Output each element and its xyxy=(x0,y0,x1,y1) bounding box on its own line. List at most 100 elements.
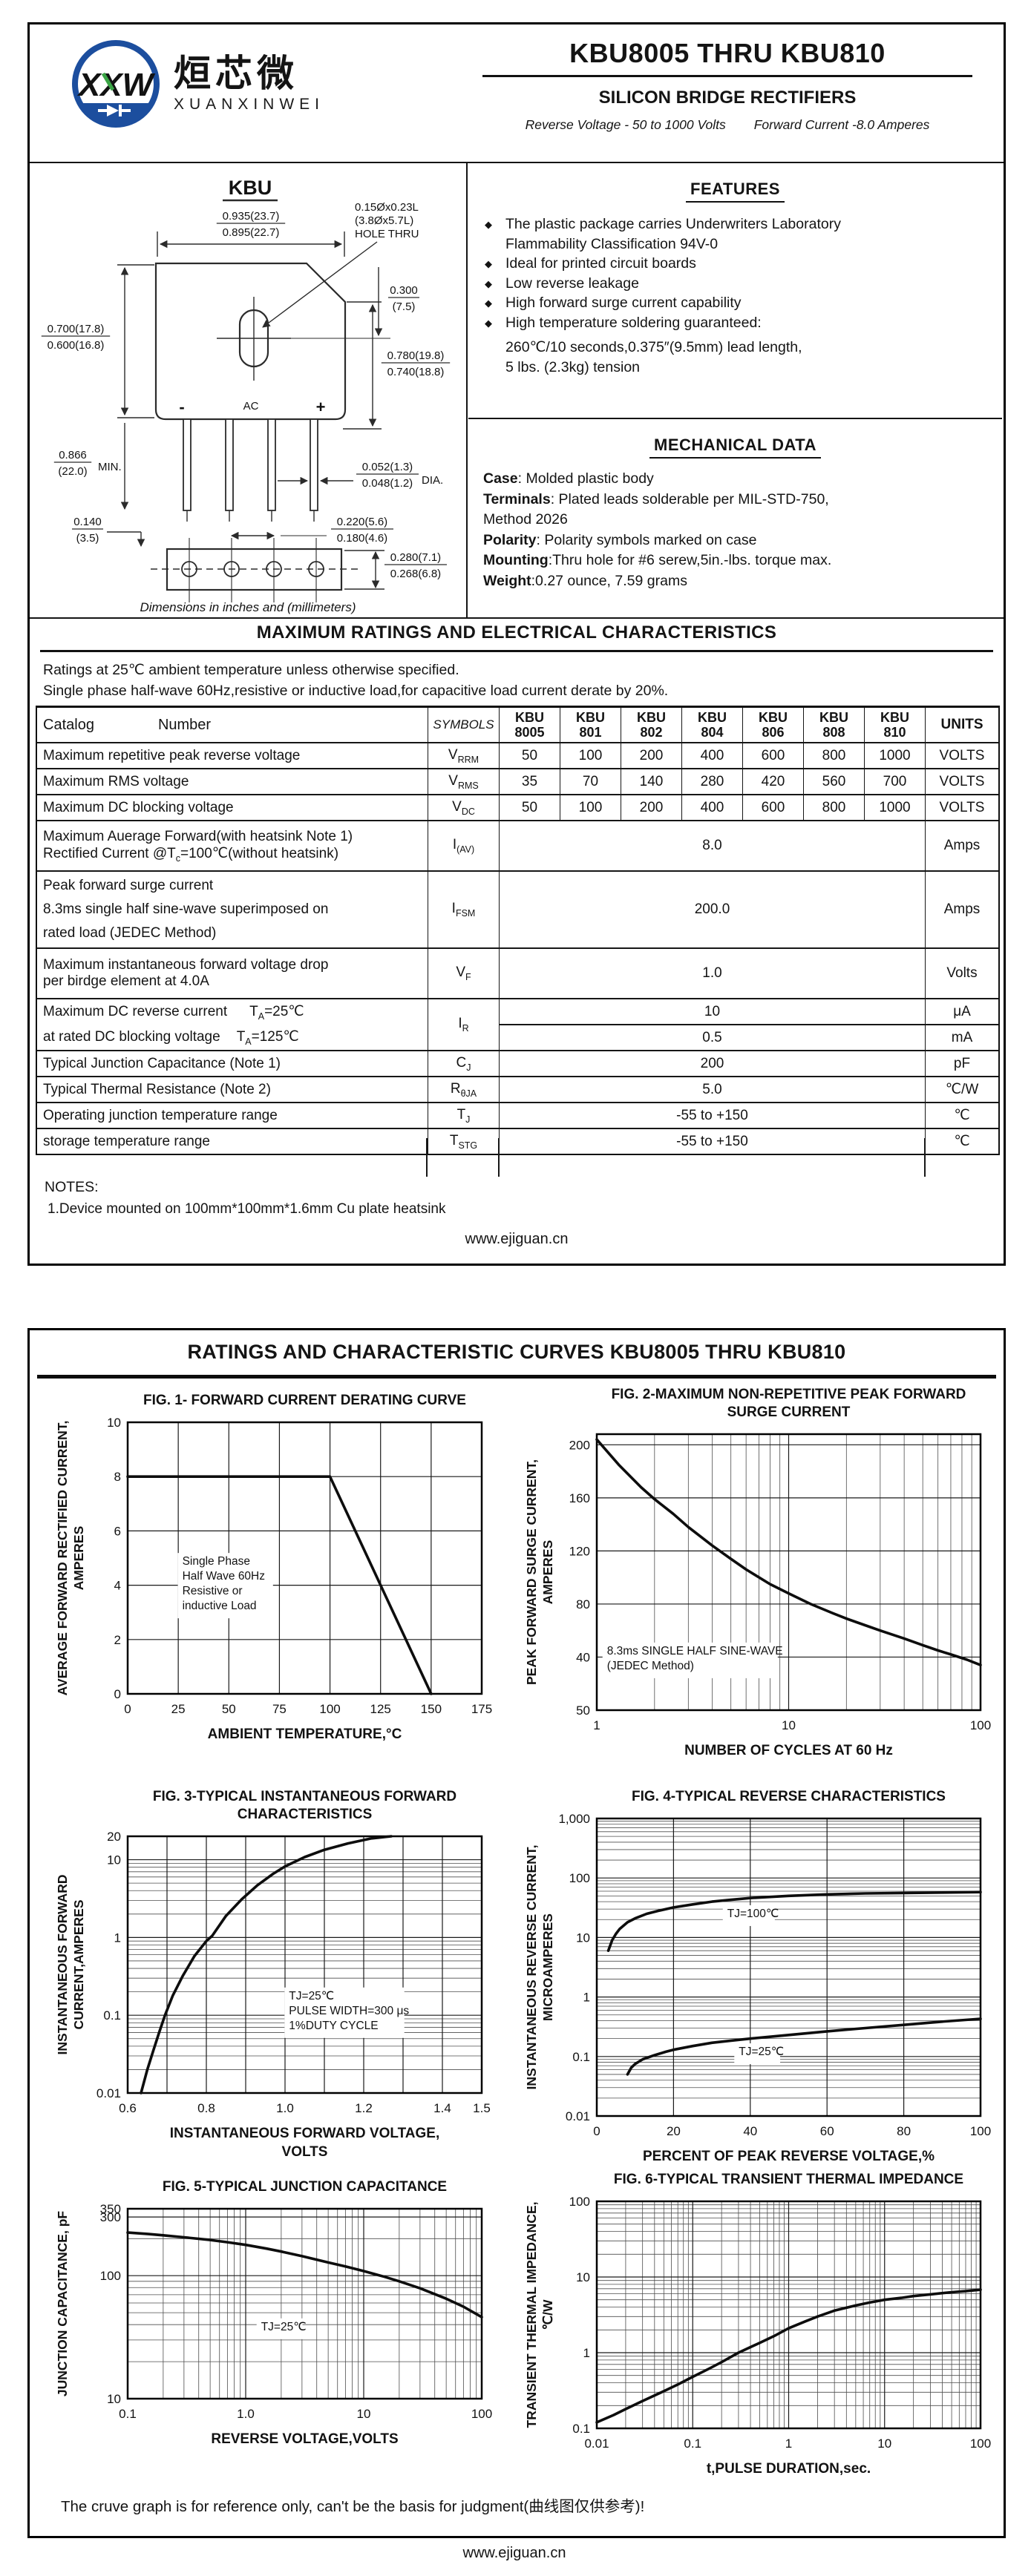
units-cell: VOLTS xyxy=(925,795,998,820)
units-cell: Amps xyxy=(925,872,998,947)
value-cell: 10 xyxy=(499,999,925,1024)
y-axis-label: AMPERES xyxy=(540,1540,555,1605)
y-tick-label: 2 xyxy=(114,1633,121,1647)
chart-title: FIG. 6-TYPICAL TRANSIENT THERMAL IMPEDAN… xyxy=(614,2172,963,2187)
svg-text:0.220(5.6): 0.220(5.6) xyxy=(337,516,387,528)
ratings-rule xyxy=(40,650,993,652)
header-title-block: KBU8005 THRU KBU810 SILICON BRIDGE RECTI… xyxy=(453,38,1002,133)
mechanical-data-section: MECHANICAL DATA Case: Molded plastic bod… xyxy=(468,419,1002,617)
symbol-cell: RθJA xyxy=(428,1077,499,1102)
param-cell: storage temperature range xyxy=(43,1133,210,1149)
split-value-cell: 10 μA 0.5 mA xyxy=(499,999,998,1050)
symbol-cell: VRRM xyxy=(428,743,499,768)
chart-annotation: Resistive or xyxy=(183,1585,243,1597)
x-tick-label: 20 xyxy=(667,2124,681,2138)
y-axis-label: ℃/W xyxy=(540,2299,555,2330)
symbol-cell: TSTG xyxy=(428,1129,499,1154)
value-cell: 280 xyxy=(681,769,742,794)
x-tick-label: 0.8 xyxy=(197,2101,215,2115)
chart-annotation: TJ=25℃ xyxy=(289,1990,334,2002)
param-cell: Typical Junction Capacitance (Note 1) xyxy=(43,1055,281,1071)
x-tick-label: 1 xyxy=(785,2437,792,2451)
value-cell: 800 xyxy=(803,743,864,768)
svg-text:0.180(4.6): 0.180(4.6) xyxy=(337,532,387,545)
chart-title: SURGE CURRENT xyxy=(727,1404,851,1420)
header-divider xyxy=(30,162,1004,164)
value-cell: 400 xyxy=(681,795,742,820)
fig4-reverse-characteristics-chart: FIG. 4-TYPICAL REVERSE CHARACTERISTICS 0.… xyxy=(520,1786,998,2179)
y-axis-label: CURRENT,AMPERES xyxy=(71,1899,86,2029)
y-tick-label: 160 xyxy=(569,1491,590,1505)
logo-band xyxy=(79,103,153,128)
svg-text:0.700(17.8): 0.700(17.8) xyxy=(48,323,105,335)
y-tick-label: 6 xyxy=(114,1524,121,1538)
mechanical-line: Polarity: Polarity symbols marked on cas… xyxy=(483,531,757,548)
company-logo: XXW 烜芯微 XUANXINWEI xyxy=(68,36,324,131)
condition-line-2: Single phase half-wave 60Hz,resistive or… xyxy=(43,683,669,699)
units-cell: μA xyxy=(925,999,998,1024)
feature-item: ◆ High temperature soldering guaranteed: xyxy=(485,313,1002,333)
part-number-header-cell: KBU 8005 xyxy=(499,708,560,742)
x-tick-label: 1 xyxy=(593,1718,600,1732)
tagline-reverse-voltage: Reverse Voltage - 50 to 1000 Volts xyxy=(525,116,726,132)
fig5-junction-capacitance-chart: FIG. 5-TYPICAL JUNCTION CAPACITANCE 10 100… xyxy=(50,2176,500,2462)
x-tick-label: 0.1 xyxy=(119,2407,137,2421)
fig6-transient-thermal-impedance-chart: FIG. 6-TYPICAL TRANSIENT THERMAL IMPEDAN… xyxy=(520,2169,998,2491)
units-cell: pF xyxy=(925,1051,998,1076)
x-tick-label: 25 xyxy=(171,1702,186,1716)
svg-text:MIN.: MIN. xyxy=(98,461,122,473)
svg-text:0.935(23.7): 0.935(23.7) xyxy=(223,210,280,223)
footer-url-page1: www.ejiguan.cn xyxy=(465,1231,569,1247)
diamond-bullet-icon: ◆ xyxy=(485,258,492,269)
y-tick-label: 10 xyxy=(576,1931,590,1945)
table-row: storage temperature range TSTG -55 to +150… xyxy=(37,1129,998,1154)
value-cell: 50 xyxy=(499,743,560,768)
title-rule xyxy=(482,75,972,77)
fig4-svg: FIG. 4-TYPICAL REVERSE CHARACTERISTICS 0.… xyxy=(524,1789,991,2164)
part-number-header-cell: KBU 808 xyxy=(803,708,864,742)
mechanical-line: Terminals: Plated leads solderable per M… xyxy=(483,490,829,507)
table-row: Maximum RMS voltage VRMS 35 70 140 280 420 560 7… xyxy=(37,769,998,795)
value-cell: 200 xyxy=(621,743,681,768)
chart-annotation: 8.3ms SINGLE HALF SINE-WAVE xyxy=(607,1645,783,1657)
y-axis-label: INSTANTANEOUS FORWARD xyxy=(55,1874,70,2054)
param-cell: Maximum RMS voltage xyxy=(43,773,189,789)
param-cell: Typical Thermal Resistance (Note 2) xyxy=(43,1081,271,1097)
svg-text:0.048(1.2): 0.048(1.2) xyxy=(362,477,413,490)
x-tick-label: 0.6 xyxy=(119,2101,137,2115)
feature-item: ◆ Low reverse leakage xyxy=(485,274,1002,294)
param-cell: Operating junction temperature range xyxy=(43,1107,278,1123)
value-cell: 700 xyxy=(864,769,925,794)
param-cell: Maximum Auerage Forward(with heatsink No… xyxy=(43,828,353,864)
x-tick-label: 80 xyxy=(897,2124,911,2138)
value-cell: 600 xyxy=(742,743,803,768)
x-axis-label: INSTANTANEOUS FORWARD VOLTAGE, xyxy=(170,2126,439,2141)
fig3-instantaneous-forward-chart: FIG. 3-TYPICAL INSTANTANEOUS FORWARD CHAR… xyxy=(50,1786,500,2175)
y-tick-label: 0.1 xyxy=(572,2422,590,2436)
value-cell: 400 xyxy=(681,743,742,768)
y-tick-label: 100 xyxy=(569,2195,590,2209)
diamond-bullet-icon: ◆ xyxy=(485,298,492,309)
logo-emblem-icon: XXW xyxy=(72,40,160,128)
y-axis-label: MICROAMPERES xyxy=(540,1913,555,2021)
y-tick-label: 200 xyxy=(569,1438,590,1452)
value-span-cell: 5.0 xyxy=(499,1077,925,1102)
x-tick-label: 0 xyxy=(593,2124,600,2138)
svg-text:0.140: 0.140 xyxy=(73,516,102,528)
value-cell: 140 xyxy=(621,769,681,794)
units-cell: Volts xyxy=(925,949,998,998)
series-derating xyxy=(126,1475,433,1695)
x-tick-label: 100 xyxy=(970,1718,991,1732)
symbol-cell: IR xyxy=(428,999,499,1050)
x-tick-label: 10 xyxy=(357,2407,371,2421)
curves-heading-rule xyxy=(37,1375,996,1379)
chart-annotation: 1%DUTY CYCLE xyxy=(289,2020,378,2032)
svg-text:HOLE THRU: HOLE THRU xyxy=(355,228,419,240)
y-tick-label: 0.01 xyxy=(566,2109,590,2123)
svg-text:+: + xyxy=(316,398,326,416)
part-number-header-cell: KBU 810 xyxy=(864,708,925,742)
feature-item-continued: 260℃/10 seconds,0.375″(9.5mm) lead lengt… xyxy=(505,339,802,355)
param-cell: Peak forward surge current 8.3ms single h… xyxy=(43,878,329,941)
y-tick-label: 20 xyxy=(107,1830,121,1844)
